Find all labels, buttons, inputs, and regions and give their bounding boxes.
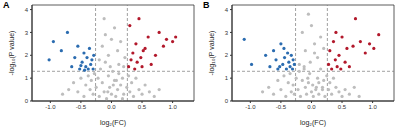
svg-text:1: 1 [225, 75, 229, 81]
svg-text:log₂(FC): log₂(FC) [100, 119, 126, 127]
svg-text:-0.5: -0.5 [76, 104, 87, 110]
svg-text:2: 2 [25, 52, 29, 58]
svg-text:log₂(FC): log₂(FC) [300, 119, 326, 127]
svg-text:-0.5: -0.5 [276, 104, 287, 110]
svg-text:0.0: 0.0 [107, 104, 116, 110]
svg-text:1.0: 1.0 [368, 104, 377, 110]
svg-text:1: 1 [25, 75, 29, 81]
svg-text:-1.0: -1.0 [245, 104, 256, 110]
svg-text:0.5: 0.5 [338, 104, 347, 110]
svg-text:-1.0: -1.0 [45, 104, 56, 110]
html-text:A: A [3, 0, 10, 10]
svg-text:1.0: 1.0 [168, 104, 177, 110]
svg-text:3: 3 [225, 30, 229, 36]
html-text:B: B [203, 0, 210, 10]
svg-text:2: 2 [225, 52, 229, 58]
svg-text:0.5: 0.5 [138, 104, 147, 110]
svg-text:0: 0 [225, 98, 229, 104]
svg-text:-log₁₀(P value): -log₁₀(P value) [208, 31, 216, 76]
svg-text:3: 3 [25, 30, 29, 36]
svg-text:4: 4 [225, 7, 229, 13]
svg-text:4: 4 [25, 7, 29, 13]
svg-text:0: 0 [25, 98, 29, 104]
svg-text:0.0: 0.0 [307, 104, 316, 110]
svg-text:-log₁₀(P value): -log₁₀(P value) [8, 31, 16, 76]
